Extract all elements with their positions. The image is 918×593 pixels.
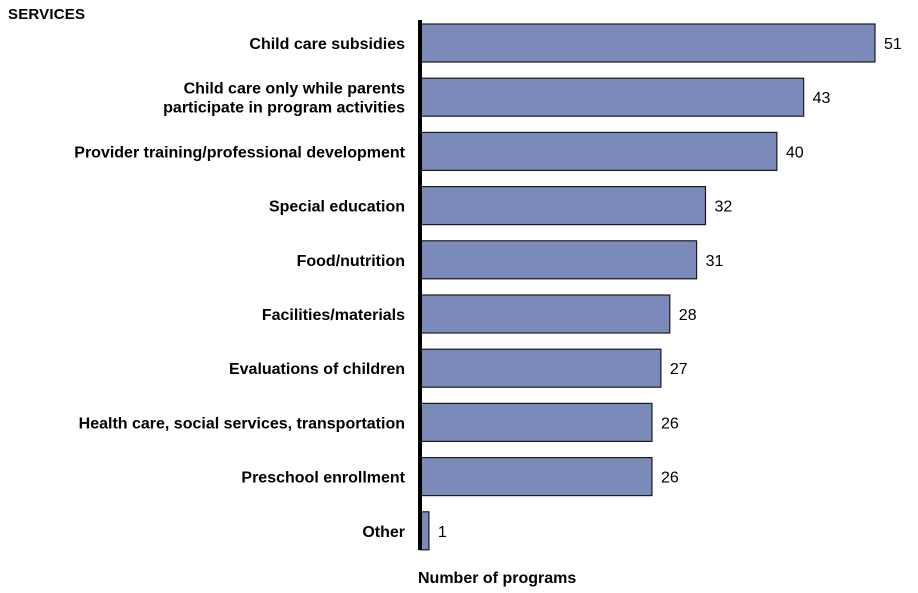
category-label: Food/nutrition [297,253,405,270]
category-label: Special education [269,199,405,216]
bar [419,294,671,334]
category-label: Preschool enrollment [241,470,405,487]
bar [419,23,876,63]
value-label: 43 [813,90,831,107]
value-label: 1 [438,524,447,541]
bar [419,240,698,280]
bar [419,77,805,117]
bars-layer [419,23,876,551]
x-axis-title: Number of programs [418,570,577,587]
category-label: Child care only while parents [184,81,405,98]
services-header: SERVICES [8,6,86,23]
bar [419,348,662,388]
value-label: 26 [661,470,679,487]
value-label: 28 [679,307,697,324]
value-label: 40 [786,144,804,161]
value-label: 27 [670,361,688,378]
category-label: Other [362,524,405,541]
category-label: Facilities/materials [262,307,405,324]
bar [419,186,707,226]
category-label: Evaluations of children [229,361,405,378]
category-label: Health care, social services, transporta… [79,415,405,432]
bar [419,131,778,171]
value-label: 26 [661,415,679,432]
category-label: participate in program activities [163,100,405,117]
category-label: Provider training/professional developme… [74,144,405,161]
value-label: 32 [714,199,732,216]
category-label: Child care subsidies [249,36,405,53]
value-label: 31 [706,253,724,270]
value-labels-layer: 51 43 40 32 31 28 27 26 26 1 [438,36,902,541]
value-label: 51 [884,36,902,53]
bar [419,402,653,442]
bar [419,457,653,497]
category-labels-layer: Child care subsidies Child care only whil… [74,36,405,541]
